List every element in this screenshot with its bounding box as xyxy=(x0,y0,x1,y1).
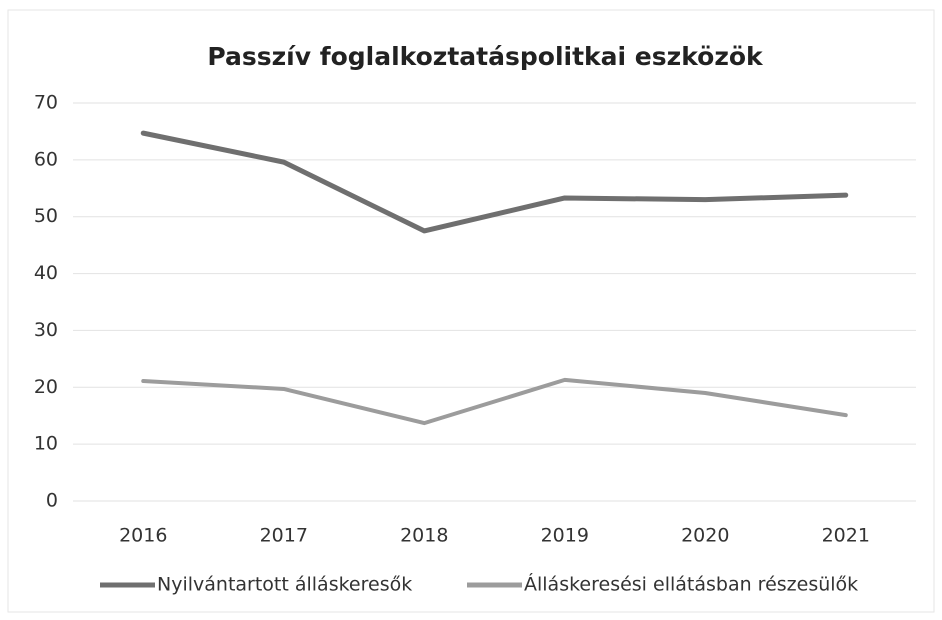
x-tick-label: 2019 xyxy=(541,525,589,547)
y-tick-label: 50 xyxy=(34,205,58,227)
y-tick-label: 20 xyxy=(34,376,58,398)
chart-frame xyxy=(7,9,935,613)
y-tick-label: 10 xyxy=(34,433,58,455)
y-tick-label: 60 xyxy=(34,148,58,170)
x-tick-label: 2021 xyxy=(822,525,870,547)
legend-label: Álláskeresési ellátásban részesülők xyxy=(524,573,858,596)
chart-title: Passzív foglalkoztatáspolitkai eszközök xyxy=(207,42,764,71)
y-tick-label: 30 xyxy=(34,319,58,341)
series-line xyxy=(140,130,849,234)
series-line xyxy=(141,377,848,426)
x-tick-label: 2016 xyxy=(119,525,167,547)
legend-label: Nyilvántartott álláskeresők xyxy=(157,574,412,596)
y-tick-label: 70 xyxy=(34,92,58,114)
x-tick-label: 2018 xyxy=(400,525,448,547)
x-tick-label: 2017 xyxy=(260,525,308,547)
y-tick-label: 0 xyxy=(46,490,58,512)
y-tick-label: 40 xyxy=(34,262,58,284)
x-tick-label: 2020 xyxy=(681,525,729,547)
